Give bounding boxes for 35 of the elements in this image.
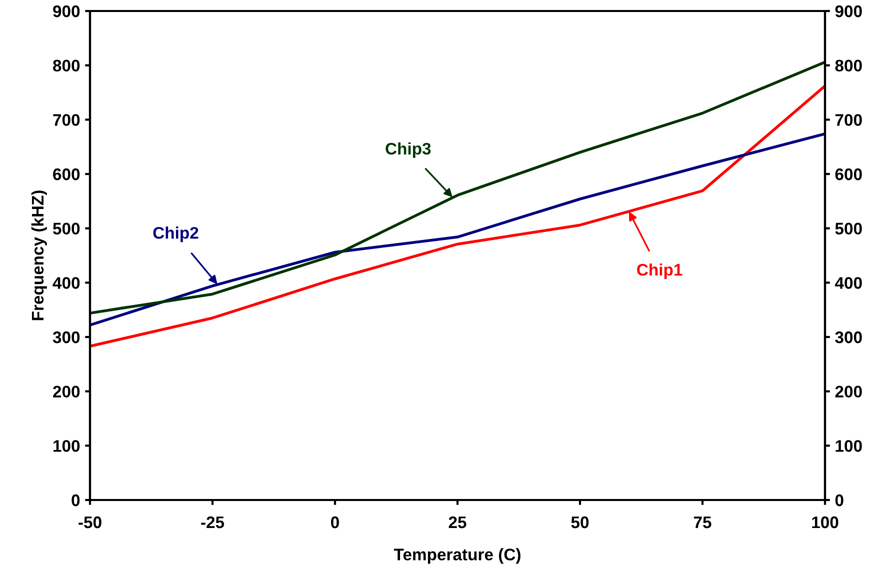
x-tick-label: 25 (448, 516, 466, 528)
y-tick-label: 400 (52, 277, 80, 289)
y-tick-label: 600 (53, 168, 80, 180)
x-tick-label: -50 (78, 516, 102, 528)
line-series (90, 132, 825, 326)
y-tick-label: 0 (72, 494, 80, 506)
annotation: Chip2 (153, 226, 198, 242)
line-series (90, 60, 825, 314)
y2-tick-label: 600 (835, 168, 862, 180)
y2-tick-label: 400 (834, 277, 862, 289)
y-tick-label: 500 (52, 222, 80, 235)
x-tick-label: -25 (201, 516, 224, 528)
x-tick-label: 100 (812, 516, 838, 528)
y2-tick-label: 800 (835, 60, 862, 72)
y-tick-label: 800 (53, 60, 80, 72)
y2-tick-label: 300 (835, 331, 862, 344)
y2-tick-label: 500 (835, 222, 862, 235)
y-tick-label: 900 (53, 5, 80, 18)
y-tick-label: 700 (53, 114, 80, 126)
y-tick-label: 200 (53, 386, 80, 398)
y-tick-label: 300 (52, 331, 80, 344)
y2-tick-label: 0 (835, 494, 844, 506)
x-tick-label: 75 (694, 516, 712, 528)
x-tick-label: 0 (331, 516, 339, 528)
y2-tick-label: 900 (835, 5, 862, 18)
line-series (90, 84, 825, 348)
annotation: Chip3 (386, 142, 431, 158)
y2-tick-label: 200 (835, 386, 862, 398)
annotation: Chip1 (637, 263, 682, 279)
x-axis-title: Temperature (C) (394, 548, 520, 564)
y-axis-title: Frequency (kHZ) (31, 190, 47, 320)
y2-tick-label: 700 (835, 114, 862, 126)
y-tick-label: 100 (54, 440, 80, 452)
y2-tick-label: 100 (836, 440, 862, 452)
x-tick-label: 50 (571, 516, 589, 528)
